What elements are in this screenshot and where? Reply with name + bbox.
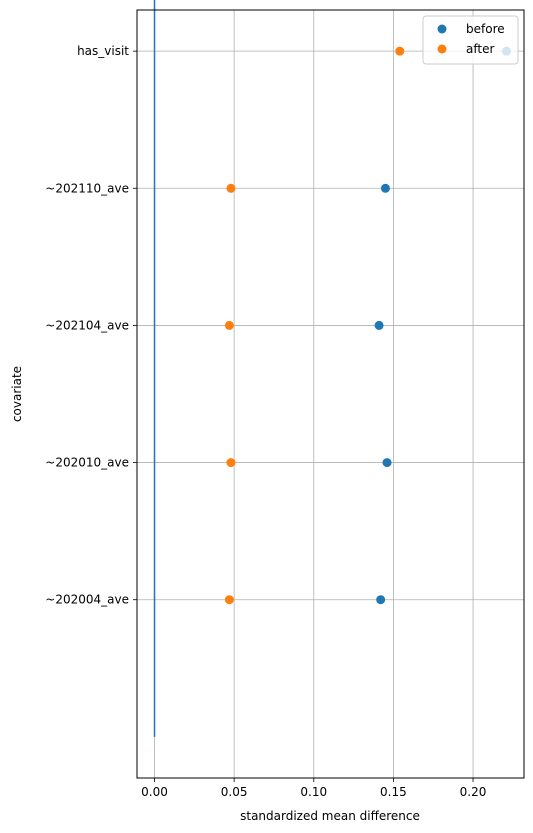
y-tick-label: has_visit — [77, 44, 129, 58]
x-axis-ticks: 0.00 0.05 0.10 0.15 0.20 — [141, 778, 486, 799]
after-point — [226, 458, 236, 468]
before-legend-marker — [437, 24, 447, 34]
before-point — [376, 595, 386, 605]
before-point — [382, 458, 392, 468]
y-tick-label: ~202010_ave — [45, 456, 129, 470]
x-tick-label: 0.20 — [460, 785, 487, 799]
y-tick-label: ~202004_ave — [45, 593, 129, 607]
before-point — [380, 183, 390, 193]
before-point — [374, 320, 384, 330]
x-axis-label: standardized mean difference — [240, 809, 420, 823]
before-legend-label: before — [466, 22, 505, 36]
x-tick-label: 0.00 — [141, 785, 168, 799]
x-tick-label: 0.05 — [221, 785, 248, 799]
plot-frame — [136, 9, 525, 779]
after-point — [224, 320, 234, 330]
y-axis-label: covariate — [10, 366, 24, 422]
grid — [137, 10, 524, 778]
y-tick-label: ~202104_ave — [45, 318, 129, 332]
after-point — [226, 183, 236, 193]
after-legend-label: after — [466, 42, 494, 56]
legend-box — [422, 15, 519, 65]
legend: before after — [422, 15, 519, 65]
after-point — [224, 595, 234, 605]
y-tick-label: ~202110_ave — [45, 181, 129, 195]
y-axis-ticks: has_visit ~202110_ave ~202104_ave ~202010_a… — [45, 44, 137, 607]
after-point — [395, 46, 405, 56]
x-tick-label: 0.15 — [380, 785, 407, 799]
after-legend-marker — [437, 44, 447, 54]
x-tick-label: 0.10 — [300, 785, 327, 799]
